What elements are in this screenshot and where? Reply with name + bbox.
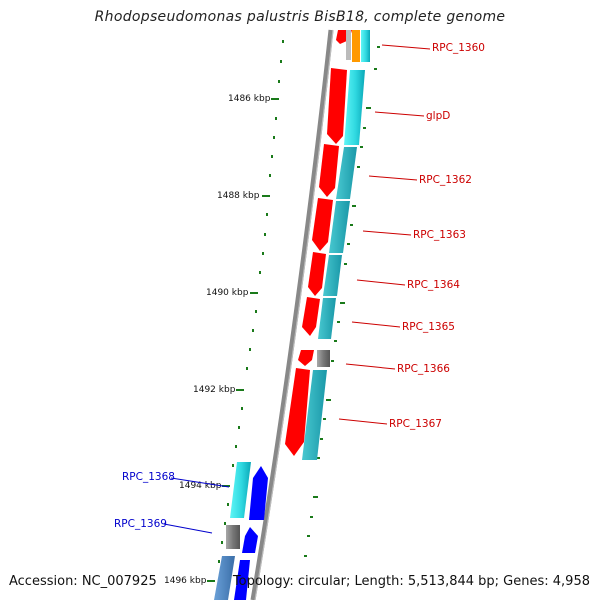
gene-glpd[interactable] bbox=[327, 68, 365, 145]
genome-backbone bbox=[250, 29, 334, 600]
gene-rpc-1363[interactable] bbox=[312, 198, 350, 253]
gene-rpc-1364[interactable] bbox=[308, 252, 342, 296]
gene-rpc-1365[interactable] bbox=[302, 297, 336, 339]
tick-label: 1496 kbp bbox=[164, 576, 207, 586]
map-title: Rhodopseudomonas palustris BisB18, compl… bbox=[94, 9, 506, 25]
scale-dots-right bbox=[304, 46, 380, 557]
accession-text: Accession: NC_007925 bbox=[9, 574, 157, 589]
tick-label: 1490 kbp bbox=[206, 288, 249, 298]
gene-rpc-1368[interactable] bbox=[230, 462, 268, 520]
gene-label-glpd: glpD bbox=[426, 110, 450, 122]
tick-label: 1486 kbp bbox=[228, 94, 271, 104]
gene-label-rpc-1360: RPC_1360 bbox=[432, 42, 485, 54]
tick-label: 1492 kbp bbox=[193, 385, 236, 395]
gene-rpc-1360[interactable] bbox=[336, 30, 370, 62]
gene-label-rpc-1366: RPC_1366 bbox=[397, 363, 450, 375]
gene-rpc-1369[interactable] bbox=[226, 525, 258, 553]
gene-label-rpc-1362: RPC_1362 bbox=[419, 174, 472, 186]
gene-partial-bottom[interactable] bbox=[214, 556, 250, 600]
gene-rpc-1362[interactable] bbox=[319, 144, 357, 199]
gene-label-rpc-1365: RPC_1365 bbox=[402, 321, 455, 333]
gene-label-rpc-1368: RPC_1368 bbox=[122, 471, 175, 483]
genome-summary-text: Topology: circular; Length: 5,513,844 bp… bbox=[232, 574, 590, 589]
tick-label: 1494 kbp bbox=[179, 481, 222, 491]
gene-rpc-1367[interactable] bbox=[285, 368, 327, 460]
scale-ticks: 1486 kbp 1488 kbp 1490 kbp 1492 kbp 1494… bbox=[164, 94, 279, 586]
gene-label-rpc-1367: RPC_1367 bbox=[389, 418, 442, 430]
gene-label-rpc-1364: RPC_1364 bbox=[407, 279, 460, 291]
tick-label: 1488 kbp bbox=[217, 191, 260, 201]
gene-labels: RPC_1360 glpD RPC_1362 RPC_1363 RPC_1364… bbox=[114, 42, 485, 534]
gene-label-rpc-1363: RPC_1363 bbox=[413, 229, 466, 241]
gene-rpc-1366[interactable] bbox=[298, 350, 330, 367]
scale-dots-left bbox=[218, 40, 284, 563]
gene-label-rpc-1369: RPC_1369 bbox=[114, 518, 167, 530]
